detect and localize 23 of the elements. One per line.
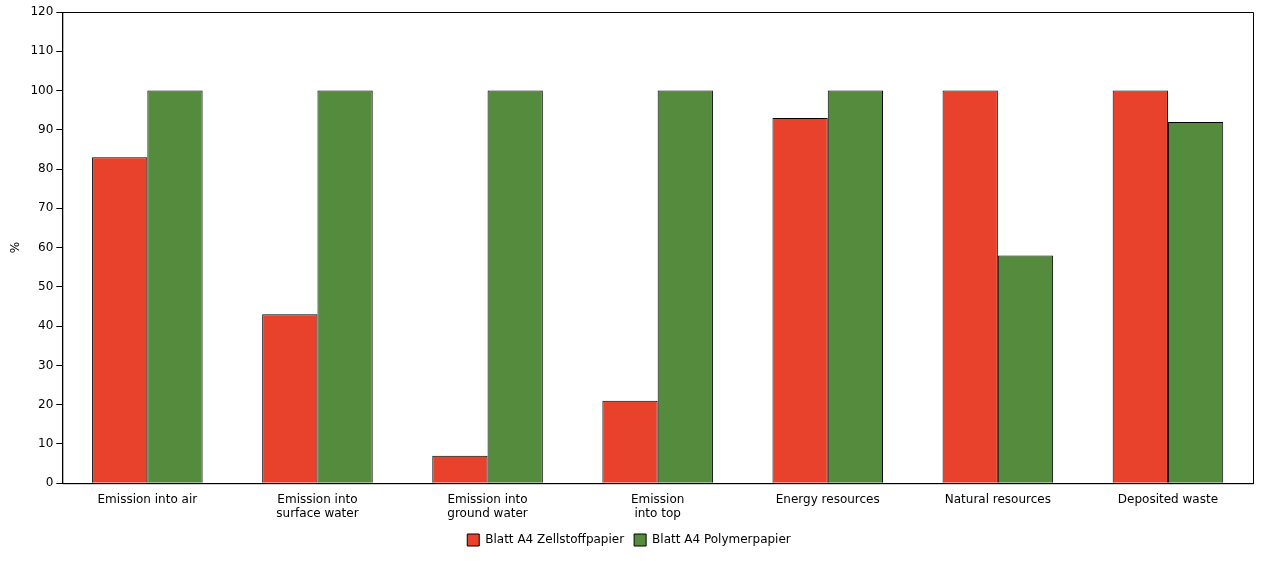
y-tick-label: 10: [38, 436, 54, 451]
y-tick-label: 0: [45, 475, 54, 490]
y-tick-label: 80: [38, 161, 54, 176]
y-tick-label: 50: [38, 278, 54, 293]
y-tick-label: 30: [38, 357, 54, 372]
y-tick-label: 120: [30, 4, 54, 19]
y-tick-label: 100: [30, 82, 54, 97]
y-tick-label: 60: [38, 239, 54, 254]
y-axis-title: %: [8, 241, 23, 254]
x-tick-label: Energy resources: [775, 491, 880, 506]
legend-label: Blatt A4 Polymerpapier: [652, 532, 791, 547]
y-tick-label: 20: [38, 396, 54, 411]
x-tick-label: Natural resources: [944, 491, 1051, 506]
x-tick-label: Emission into air: [97, 491, 198, 506]
x-tick-label: Emission into ground water: [447, 491, 528, 520]
y-tick-label: 70: [38, 200, 54, 215]
legend-label: Blatt A4 Zellstoffpapier: [485, 532, 625, 547]
y-tick-label: 90: [38, 121, 54, 136]
y-tick-label: 110: [30, 43, 54, 58]
x-tick-label: Deposited waste: [1117, 491, 1219, 506]
x-tick-label: Emission into top: [630, 491, 685, 520]
y-tick-label: 40: [38, 318, 54, 333]
x-tick-label: Emission into surface water: [276, 491, 359, 520]
